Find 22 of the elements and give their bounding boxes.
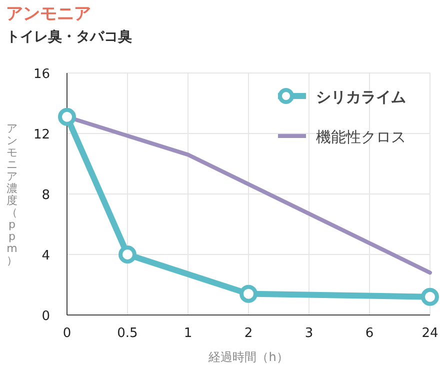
- text: アンモニア濃度（ppm）: [6, 122, 18, 267]
- point: [240, 284, 258, 303]
- x-tick-label: 1: [184, 326, 192, 341]
- legend-label: シリカライム: [316, 88, 406, 106]
- legend-label: 機能性クロス: [316, 128, 406, 146]
- y-tick-label: 0: [42, 309, 50, 324]
- y-tick-label: 16: [33, 67, 50, 82]
- x-axis-title: 経過時間（h）: [208, 350, 288, 364]
- x-tick-label: 0.5: [117, 326, 138, 341]
- chart-title: アンモニア: [6, 4, 91, 24]
- x-tick-label: 6: [365, 326, 374, 341]
- chart-subtitle: トイレ臭・タバコ臭: [6, 29, 132, 45]
- point: [421, 288, 439, 306]
- y-tick-label: 8: [42, 188, 50, 203]
- y-tick-label: 12: [33, 128, 50, 142]
- y-tick-label: 4: [42, 248, 50, 264]
- point: [118, 246, 136, 264]
- point: [58, 108, 76, 126]
- x-tick-label: 3: [304, 326, 314, 341]
- x-tick-label: 2: [244, 326, 253, 341]
- x-tick-label: 0: [62, 326, 72, 341]
- x-tick-label: 24: [422, 326, 438, 341]
